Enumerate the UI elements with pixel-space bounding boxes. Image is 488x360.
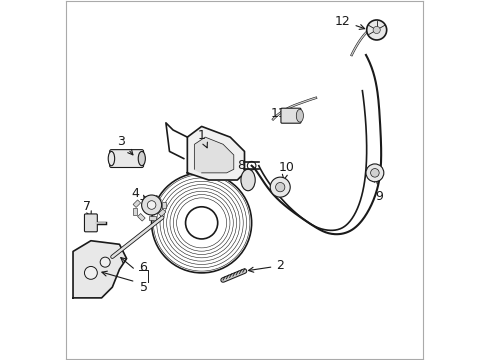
Bar: [162, 202, 166, 208]
Text: 11: 11: [270, 107, 291, 120]
Ellipse shape: [241, 169, 255, 191]
Text: 2: 2: [248, 259, 284, 272]
Text: 8: 8: [237, 159, 249, 176]
Ellipse shape: [296, 109, 303, 122]
Text: 1: 1: [197, 129, 207, 148]
Polygon shape: [73, 241, 126, 298]
Polygon shape: [194, 137, 233, 173]
Circle shape: [365, 164, 383, 182]
Bar: [143, 197, 149, 201]
Bar: [137, 213, 145, 221]
Circle shape: [366, 20, 386, 40]
Circle shape: [84, 266, 97, 279]
Circle shape: [142, 195, 162, 215]
Text: 10: 10: [278, 161, 294, 180]
Circle shape: [100, 257, 110, 267]
Ellipse shape: [108, 152, 114, 166]
Polygon shape: [187, 126, 244, 180]
Text: 3: 3: [117, 135, 133, 155]
Bar: [158, 209, 165, 217]
Circle shape: [370, 168, 378, 177]
Circle shape: [372, 26, 380, 33]
Text: 6: 6: [139, 261, 146, 274]
Circle shape: [270, 177, 290, 197]
Circle shape: [147, 201, 156, 209]
Bar: [132, 208, 137, 215]
Text: 12: 12: [334, 14, 364, 30]
Text: 9: 9: [374, 177, 383, 203]
Text: 4: 4: [131, 187, 146, 200]
FancyBboxPatch shape: [84, 214, 97, 232]
Bar: [153, 195, 161, 203]
Text: 7: 7: [82, 200, 91, 216]
FancyBboxPatch shape: [281, 108, 300, 123]
Circle shape: [275, 183, 285, 192]
Ellipse shape: [138, 152, 145, 166]
Bar: [149, 216, 156, 220]
Text: 5: 5: [140, 281, 148, 294]
FancyBboxPatch shape: [109, 150, 143, 167]
Bar: [133, 200, 141, 207]
